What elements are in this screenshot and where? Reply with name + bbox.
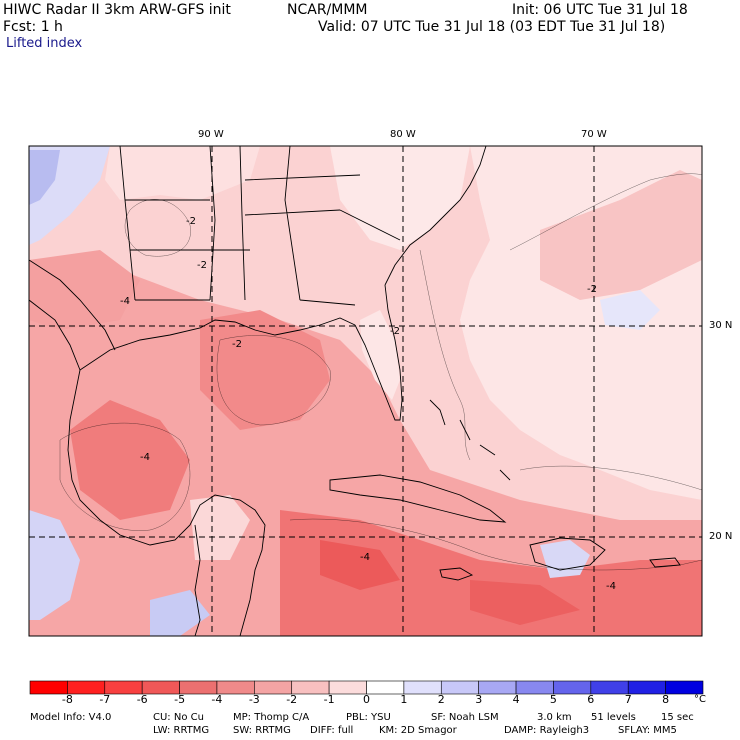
graticule xyxy=(29,146,702,636)
footer-model-info: Model Info: V4.0 xyxy=(30,712,112,723)
colorbar-tick-label: 7 xyxy=(624,693,632,706)
colorbar-tick-label: -6 xyxy=(136,693,148,706)
contour-label: -4 xyxy=(140,452,150,463)
contour-label: -4 xyxy=(606,581,616,592)
mexico-border xyxy=(29,259,116,351)
colorbar-tick-label: -4 xyxy=(211,693,223,706)
footer-damp: DAMP: Rayleigh3 xyxy=(504,725,590,736)
blue-region-central-america xyxy=(150,590,210,636)
colorbar-tick-label: -5 xyxy=(174,693,186,706)
org-label: NCAR/MMM xyxy=(287,2,368,18)
contour-label: -2 xyxy=(186,216,196,227)
contour-label: -4 xyxy=(360,552,370,563)
colorbar-tick-label: 2 xyxy=(437,693,445,706)
footer-timestep: 15 sec xyxy=(661,712,694,723)
colorbar-swatch xyxy=(328,680,367,695)
colorbar-unit: °C xyxy=(694,694,706,705)
strong-region-gulf-central xyxy=(200,310,330,430)
footer-resolution: 3.0 km xyxy=(537,712,572,723)
strong-region-caribbean xyxy=(280,510,702,636)
colorbar-swatch xyxy=(403,680,442,695)
colorbar-tick-label: -2 xyxy=(286,693,298,706)
gulf-coast xyxy=(29,299,266,636)
strong-region-gulf-west xyxy=(70,400,190,520)
central-america xyxy=(194,524,201,636)
colorbar-tick-label: 0 xyxy=(363,693,370,706)
footer-levels: 51 levels xyxy=(591,712,636,723)
colorbar-tick-label: 5 xyxy=(549,693,557,706)
footer-mp: MP: Thomp C/A xyxy=(233,712,310,723)
forecast-hour: Fcst: 1 h xyxy=(3,19,63,35)
valid-time: Valid: 07 UTC Tue 31 Jul 18 (03 EDT Tue … xyxy=(318,19,666,35)
hispaniola xyxy=(529,537,606,571)
colorbar-tick-label: 3 xyxy=(475,693,483,706)
lat-label-20n: 20 N xyxy=(709,531,733,542)
contour-label: -2 xyxy=(232,339,242,350)
pale-region-florida xyxy=(360,310,400,400)
footer-sflay: SFLAY: MM5 xyxy=(618,725,677,736)
contour-label: -2 xyxy=(197,260,207,271)
colorbar-tick-label: -7 xyxy=(99,693,111,706)
us-gulf-coast xyxy=(79,317,356,371)
field-name: Lifted index xyxy=(6,36,83,51)
deep-region-caribbean xyxy=(320,540,400,590)
lat-label-30n: 30 N xyxy=(709,320,733,331)
contour-label: -4 xyxy=(120,296,130,307)
state-lines xyxy=(119,146,401,306)
colorbar-swatch xyxy=(478,680,517,695)
blue-region-hispaniola xyxy=(540,540,590,578)
deep-region-south xyxy=(470,580,580,625)
contour-lines xyxy=(59,173,702,571)
pale-region-carolinas xyxy=(330,146,470,250)
map-frame xyxy=(28,145,703,637)
jamaica xyxy=(439,567,474,581)
contour-label: -2 xyxy=(587,284,597,295)
model-title: HIWC Radar II 3km ARW-GFS init xyxy=(3,2,231,18)
colorbar-tick-label: -1 xyxy=(323,693,335,706)
colorbar-tick-label: 4 xyxy=(512,693,520,706)
colorbar-swatch xyxy=(440,680,479,695)
footer-lw: LW: RRTMG xyxy=(153,725,210,736)
colorbar-swatch xyxy=(627,680,666,695)
footer-km: KM: 2D Smagor xyxy=(379,725,457,736)
cuba xyxy=(329,474,507,523)
east-coast xyxy=(384,146,487,286)
colorbar xyxy=(29,680,704,695)
colorbar-swatch xyxy=(590,680,629,695)
colorbar-tick-label: -3 xyxy=(248,693,260,706)
footer-cu: CU: No Cu xyxy=(153,712,204,723)
pale-region-yucatan xyxy=(190,495,250,560)
init-time: Init: 06 UTC Tue 31 Jul 18 xyxy=(512,2,688,18)
colorbar-swatch xyxy=(665,680,704,695)
contour-label: -2 xyxy=(390,326,400,337)
coastlines xyxy=(29,146,681,636)
mid-region-texas xyxy=(29,250,140,330)
lon-label-80w: 80 W xyxy=(390,129,416,140)
lon-label-70w: 70 W xyxy=(581,129,607,140)
colorbar-swatch xyxy=(366,680,405,695)
colorbar-tick-label: -8 xyxy=(61,693,73,706)
colorbar-tick-label: 6 xyxy=(587,693,595,706)
footer-pbl: PBL: YSU xyxy=(346,712,391,723)
footer-sw: SW: RRTMG xyxy=(233,725,291,736)
blue-region-nw-core xyxy=(29,150,60,205)
colorbar-tick-label: 8 xyxy=(662,693,670,706)
footer-sf: SF: Noah LSM xyxy=(431,712,499,723)
florida-coast xyxy=(354,284,403,421)
contour-label-group: -2 -2 -2 -4 -4 -2 -2 -4 -4 xyxy=(120,216,616,592)
lon-label-90w: 90 W xyxy=(198,129,224,140)
colorbar-swatch xyxy=(515,680,554,695)
blue-region-atlantic-east xyxy=(600,290,660,330)
colorbar-swatch xyxy=(553,680,592,695)
colorbar-tick-label: 1 xyxy=(400,693,408,706)
pale-region-ne xyxy=(540,170,702,300)
pale-region-midsouth xyxy=(105,146,260,200)
footer-diff: DIFF: full xyxy=(310,725,354,736)
